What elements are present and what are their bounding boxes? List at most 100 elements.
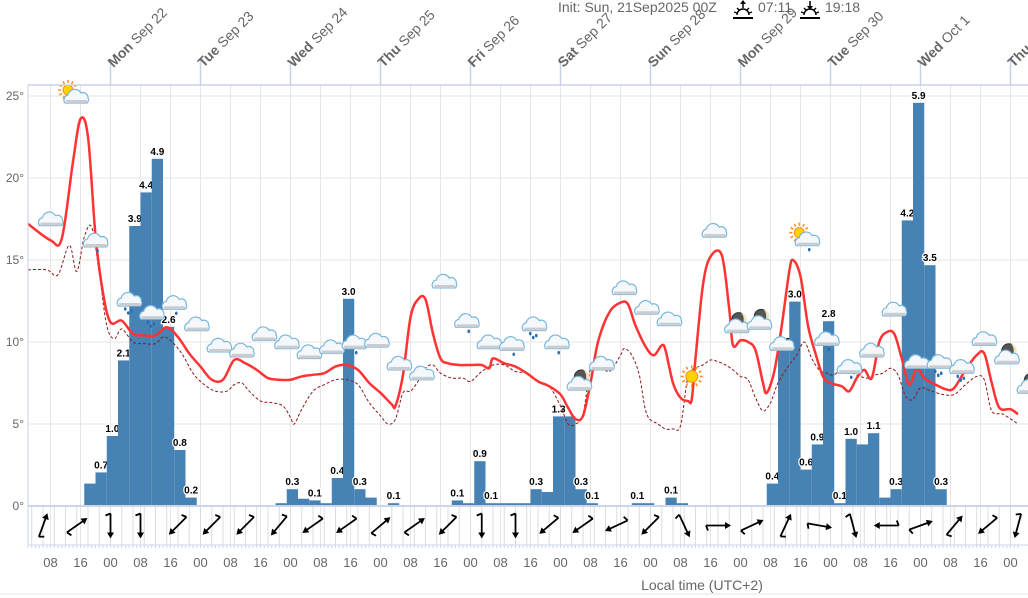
cloud-shape xyxy=(814,331,840,346)
wind-barb xyxy=(1012,513,1022,539)
sun-ray xyxy=(698,379,702,383)
wind-barb xyxy=(403,518,425,537)
cloud-icon xyxy=(859,342,885,358)
rain-drop xyxy=(827,347,831,352)
wind-barb xyxy=(705,522,731,531)
rain-drop xyxy=(531,335,535,340)
cloud-shade xyxy=(501,347,523,351)
cloud-icon xyxy=(656,311,683,327)
precip-bar xyxy=(879,497,891,506)
cloud-shape xyxy=(161,295,188,310)
cloud-shade xyxy=(839,370,861,374)
precip-label: 0.3 xyxy=(574,477,588,488)
x-tick-label: 08 xyxy=(223,555,237,570)
cloud-shade xyxy=(119,303,141,306)
cloud-rain-icon xyxy=(139,304,165,328)
wind-feather xyxy=(740,529,746,535)
wind-barb xyxy=(336,514,358,533)
cloud-drizzle-icon xyxy=(499,336,525,357)
precip-label: 0.1 xyxy=(833,491,847,502)
x-tick-label: 08 xyxy=(673,555,687,570)
precip-bar xyxy=(185,497,197,506)
cloud-drizzle-icon xyxy=(814,331,840,352)
precip-label: 3.9 xyxy=(128,214,142,225)
wind-feather xyxy=(451,514,457,518)
day-label: Tue Sep 30 xyxy=(824,8,886,70)
wind-arrowhead xyxy=(956,515,963,523)
precip-label: 0.9 xyxy=(473,449,487,460)
wind-feather xyxy=(845,513,851,518)
wind-arrowhead xyxy=(202,527,210,535)
rain-drop xyxy=(528,331,532,336)
cloud-shape xyxy=(566,375,593,391)
precip-label: 1.3 xyxy=(552,404,566,415)
x-tick-label: 00 xyxy=(373,555,387,570)
wind-arrowhead xyxy=(80,518,88,525)
sun-ray xyxy=(793,223,797,227)
wind-feather xyxy=(317,514,324,520)
cloud-shape xyxy=(836,359,863,374)
cloud-shape xyxy=(184,316,210,332)
rain-drop xyxy=(96,249,99,253)
sun-ray xyxy=(695,382,698,387)
cloud-shade xyxy=(546,345,568,349)
sun-ray xyxy=(70,80,74,85)
cloud-icon xyxy=(611,280,638,296)
wind-feather xyxy=(992,514,998,519)
x-tick-label: 16 xyxy=(703,555,717,570)
wind-arrowhead xyxy=(42,513,49,521)
precip-bar xyxy=(275,503,287,506)
day-labels: Mon Sep 22 Tue Sep 23 Wed Sep 24 Thu Sep 25… xyxy=(104,4,1028,85)
wind-barb xyxy=(38,513,49,538)
rain-drop xyxy=(123,307,127,311)
x-tick-label: 16 xyxy=(883,555,897,570)
precip-bar xyxy=(365,497,377,506)
wind-arrowhead xyxy=(572,526,580,533)
wind-arrowhead xyxy=(978,527,985,534)
day-label: Thu xyxy=(1004,41,1028,70)
wind-barb xyxy=(476,512,486,539)
rain-drop xyxy=(807,247,811,252)
cloud-shade xyxy=(569,387,591,390)
day-date: Sep 25 xyxy=(392,6,438,52)
x-tick-label: 08 xyxy=(853,555,867,570)
wind-feather xyxy=(370,532,377,537)
x-tick-label: 00 xyxy=(103,555,117,570)
cloud-shade xyxy=(749,326,771,330)
day-label: Sat Sep 27 xyxy=(554,9,615,70)
cloud-shape xyxy=(229,342,255,358)
precip-label: 4.9 xyxy=(150,147,164,158)
cloud-shade xyxy=(389,366,411,370)
wind-arrowhead xyxy=(478,532,486,539)
cloud-shade xyxy=(704,234,726,238)
precip-bar xyxy=(631,503,643,506)
cloud-icon xyxy=(274,334,300,350)
cloud-shade xyxy=(726,329,748,333)
precip-bar xyxy=(643,503,655,506)
wind-arrowhead xyxy=(756,519,764,526)
x-tick-label: 16 xyxy=(973,555,987,570)
moon-cloud-icon xyxy=(746,308,773,330)
rain-drop xyxy=(129,309,133,313)
precip-bar xyxy=(856,444,868,506)
x-tick-label: 00 xyxy=(823,555,837,570)
wind-feather xyxy=(1015,513,1022,516)
cloud-shape xyxy=(274,334,300,350)
wind-barb xyxy=(641,514,660,535)
cloud-shade xyxy=(254,337,276,341)
x-axis-title: Local time (UTC+2) xyxy=(641,577,763,593)
wind-arrowhead xyxy=(825,523,833,531)
precip-label: 3.5 xyxy=(923,253,937,264)
rain-drop xyxy=(467,329,471,334)
precip-bar xyxy=(553,416,565,506)
precip-label: 2.1 xyxy=(117,348,131,359)
day-date: Sep 23 xyxy=(211,8,257,54)
wind-barb xyxy=(202,514,221,535)
wind-barb xyxy=(168,514,188,535)
wind-feather xyxy=(587,514,594,520)
wind-arrowhead xyxy=(107,532,114,539)
precip-bar xyxy=(474,461,486,506)
precip-bar xyxy=(286,489,298,506)
cloud-shape xyxy=(37,211,64,227)
wind-arrowhead xyxy=(539,527,547,534)
